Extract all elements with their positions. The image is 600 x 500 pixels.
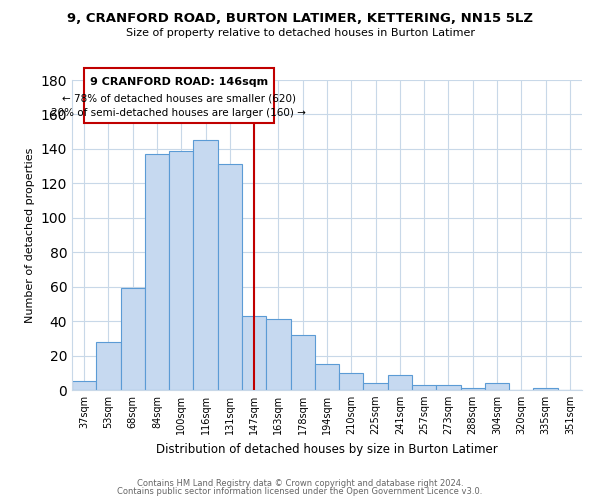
Bar xyxy=(290,335,315,390)
Bar xyxy=(461,388,485,390)
Bar xyxy=(315,364,339,390)
Bar xyxy=(364,383,388,390)
Bar xyxy=(242,316,266,390)
Bar xyxy=(193,140,218,390)
Text: 9, CRANFORD ROAD, BURTON LATIMER, KETTERING, NN15 5LZ: 9, CRANFORD ROAD, BURTON LATIMER, KETTER… xyxy=(67,12,533,26)
Bar xyxy=(533,388,558,390)
Y-axis label: Number of detached properties: Number of detached properties xyxy=(25,148,35,322)
Bar xyxy=(96,342,121,390)
X-axis label: Distribution of detached houses by size in Burton Latimer: Distribution of detached houses by size … xyxy=(156,442,498,456)
Bar xyxy=(485,383,509,390)
FancyBboxPatch shape xyxy=(84,68,274,123)
Text: 9 CRANFORD ROAD: 146sqm: 9 CRANFORD ROAD: 146sqm xyxy=(90,77,268,87)
Bar xyxy=(218,164,242,390)
Bar xyxy=(436,385,461,390)
Text: Size of property relative to detached houses in Burton Latimer: Size of property relative to detached ho… xyxy=(125,28,475,38)
Text: Contains public sector information licensed under the Open Government Licence v3: Contains public sector information licen… xyxy=(118,487,482,496)
Bar xyxy=(339,373,364,390)
Text: ← 78% of detached houses are smaller (620): ← 78% of detached houses are smaller (62… xyxy=(62,94,296,104)
Bar xyxy=(169,150,193,390)
Bar xyxy=(145,154,169,390)
Bar xyxy=(388,374,412,390)
Bar xyxy=(412,385,436,390)
Bar xyxy=(72,382,96,390)
Text: Contains HM Land Registry data © Crown copyright and database right 2024.: Contains HM Land Registry data © Crown c… xyxy=(137,478,463,488)
Bar xyxy=(266,320,290,390)
Text: 20% of semi-detached houses are larger (160) →: 20% of semi-detached houses are larger (… xyxy=(52,108,306,118)
Bar xyxy=(121,288,145,390)
